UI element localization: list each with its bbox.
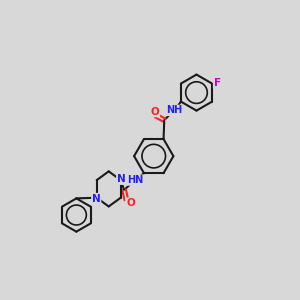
Text: O: O [151,106,159,116]
Text: NH: NH [166,105,182,116]
Text: N: N [92,194,100,204]
Text: HN: HN [127,175,143,185]
Text: N: N [117,174,126,184]
Text: O: O [126,198,135,208]
Text: F: F [214,78,221,88]
